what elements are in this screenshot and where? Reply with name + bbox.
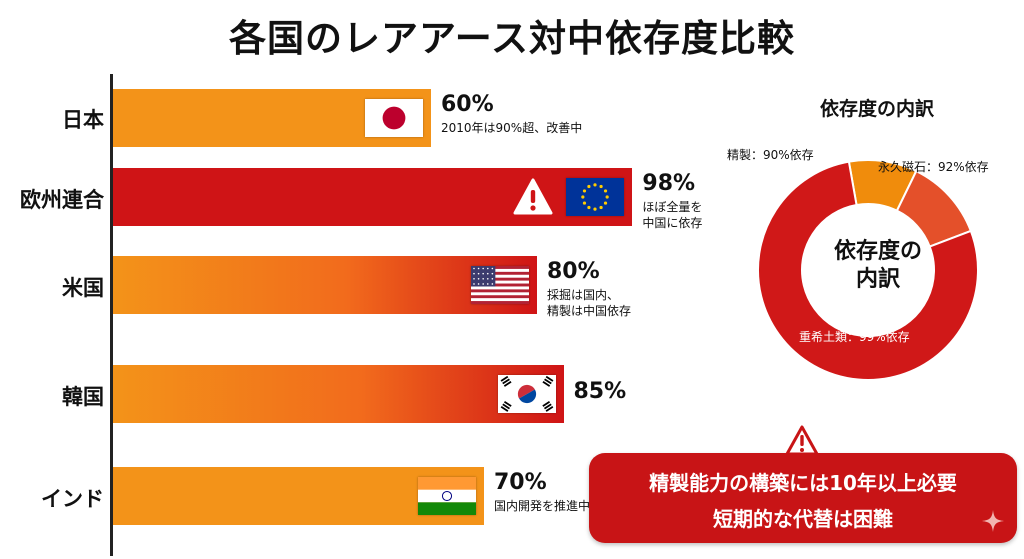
category-label-india: インド [41,487,104,511]
sparkle-icon [982,510,1004,532]
flag-eu-icon [566,178,625,216]
value-label-korea: 85% [573,379,627,404]
warning-callout: 精製能力の構築には10年以上必要 短期的な代替は困難 [589,453,1017,543]
value-label-us: 80% [547,259,600,284]
chart-title: 各国のレアアース対中依存度比較 [229,17,795,60]
annotation-eu: ほぼ全量を 中国に依存 [642,200,703,230]
category-label-eu: 欧州連合 [20,188,104,212]
donut-hole [803,205,933,335]
category-label-japan: 日本 [62,108,104,132]
donut-slice-label-refining: 精製：90%依存 [727,148,814,162]
warning-triangle-icon [512,177,554,217]
category-label-us: 米国 [62,276,104,300]
warning-triangle-icon [785,425,819,456]
bar-eu [113,168,633,226]
value-label-india: 70% [494,470,547,495]
donut-center-text: 依存度の 内訳 [833,239,922,292]
annotation-us: 採掘は国内、 精製は中国依存 [547,288,632,318]
annotation-japan: 2010年は90%超、改善中 [441,121,583,135]
flag-japan-icon [365,99,423,137]
annotation-india: 国内開発を推進中 [494,499,591,513]
donut-slice-heavy [757,160,979,381]
donut-title: 依存度の内訳 [819,98,934,120]
callout-line-1: 精製能力の構築には10年以上必要 [649,471,957,495]
donut-chart [757,159,979,381]
category-label-korea: 韓国 [62,385,104,409]
flag-korea-icon [497,375,556,413]
callout-line-2: 短期的な代替は困難 [713,507,893,531]
flag-us-icon [471,266,529,305]
donut-slice-label-heavy: 重希土類：99%依存 [799,330,910,344]
bar-us [113,256,537,314]
value-label-japan: 60% [441,92,494,117]
bar-korea [113,365,564,423]
donut-slice-label-magnet: 永久磁石：92%依存 [878,160,989,174]
flag-india-icon [418,477,476,516]
y-axis-line [110,74,113,556]
value-label-eu: 98% [642,171,696,196]
